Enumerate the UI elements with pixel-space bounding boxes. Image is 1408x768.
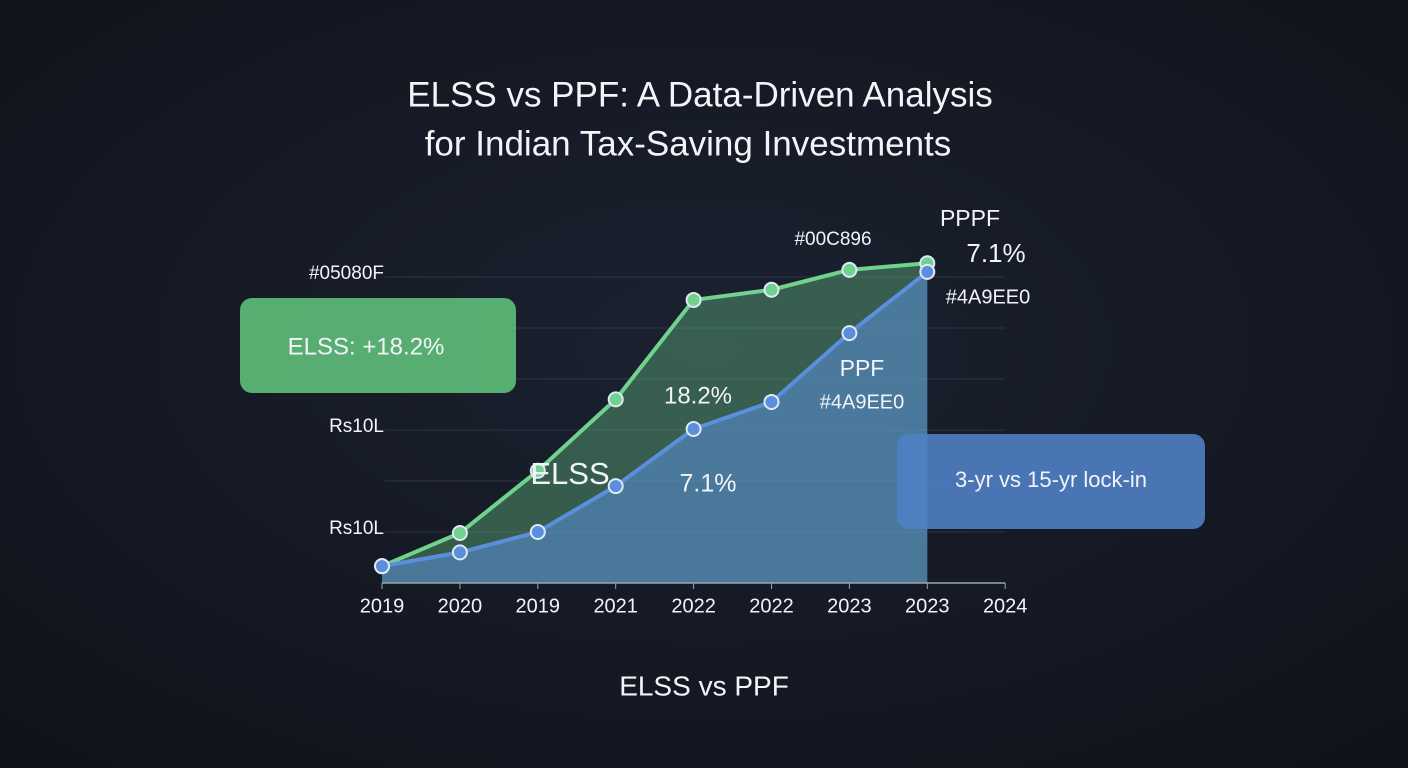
x-axis-label: ELSS vs PPF <box>619 670 789 701</box>
annotation: PPPF <box>940 205 1000 231</box>
annotation: #00C896 <box>794 229 871 250</box>
x-tick-label: 2023 <box>905 595 950 617</box>
data-point <box>685 420 702 437</box>
y-tick-label: Rs10L <box>329 416 384 437</box>
area-fill <box>382 271 928 583</box>
annotation-box <box>240 298 516 393</box>
chart-title: for Indian Tax-Saving Investments <box>425 124 952 163</box>
data-point <box>841 261 858 278</box>
annotation: #4A9EE0 <box>820 391 905 413</box>
x-tick-label: 2022 <box>749 595 794 617</box>
data-point <box>919 263 936 280</box>
annotation: #4A9EE0 <box>946 286 1031 308</box>
series-line <box>381 270 929 569</box>
data-point <box>763 393 780 410</box>
data-point <box>451 544 468 561</box>
annotation: 18.2% <box>664 382 732 409</box>
y-tick-label: Rs10L <box>329 518 384 539</box>
chart-title: ELSS vs PPF: A Data-Driven Analysis <box>407 75 993 114</box>
data-point <box>374 558 390 575</box>
data-point <box>607 478 624 495</box>
x-tick-label: 2024 <box>983 595 1028 617</box>
annotation: 7.1% <box>680 470 737 498</box>
data-point <box>529 462 546 479</box>
y-tick-label: #05080F <box>309 263 384 284</box>
x-tick-label: 2021 <box>593 595 638 617</box>
data-point <box>841 325 858 342</box>
data-point <box>607 391 624 408</box>
x-tick-label: 2023 <box>827 595 872 617</box>
data-point <box>685 291 702 308</box>
data-point <box>763 281 780 298</box>
annotation: ELSS: +18.2% <box>288 333 445 360</box>
x-tick-label: 2019 <box>360 595 405 617</box>
data-point <box>451 525 468 542</box>
annotation-box <box>897 434 1205 529</box>
data-point <box>529 524 546 540</box>
annotation: 3-yr vs 15-yr lock-in <box>955 467 1147 492</box>
annotation: 7.1% <box>966 238 1025 268</box>
x-tick-label: 2022 <box>671 595 716 617</box>
series-line <box>381 261 928 569</box>
annotation: PPF <box>840 355 885 381</box>
annotation: ELSS <box>530 456 609 491</box>
x-tick-label: 2019 <box>516 595 561 617</box>
x-tick-label: 2020 <box>438 595 483 617</box>
